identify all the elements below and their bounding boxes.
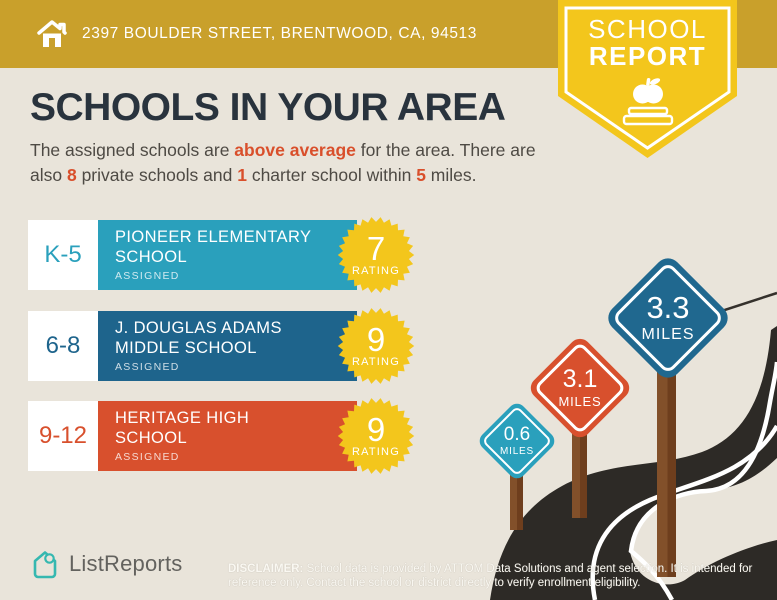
school-bar: J. DOUGLAS ADAMS MIDDLE SCHOOL ASSIGNED	[98, 311, 357, 381]
grade-range: K-5	[28, 220, 98, 290]
school-report-badge: SCHOOL REPORT	[558, 0, 737, 160]
intro-seg: miles.	[425, 164, 477, 185]
school-row-elementary: K-5 PIONEER ELEMENTARY SCHOOL ASSIGNED 7 …	[28, 217, 418, 293]
distance-sign-elementary: 0.6 MILES	[475, 399, 559, 483]
intro-seg: charter school within	[246, 164, 417, 185]
sign-post	[572, 420, 587, 518]
home-icon	[37, 20, 67, 47]
sign-unit: MILES	[641, 326, 695, 343]
intro-seg: The assigned schools are	[30, 140, 235, 160]
rating-badge: 7 RATING	[337, 216, 415, 294]
sign-post	[657, 360, 676, 577]
rating-value: 7	[366, 229, 386, 267]
rating-label: RATING	[352, 356, 400, 369]
disclaimer-text: DISCLAIMER: School data is provided by A…	[228, 562, 753, 590]
school-name-line1: J. DOUGLAS ADAMS	[115, 318, 282, 337]
school-name-line1: HERITAGE HIGH	[115, 408, 250, 427]
badge-line1: SCHOOL	[588, 14, 707, 44]
school-name-line2: SCHOOL	[115, 428, 188, 447]
road-center-line	[590, 424, 777, 600]
rating-label: RATING	[352, 265, 400, 278]
school-name-line1: PIONEER ELEMENTARY	[115, 227, 312, 246]
sign-post	[510, 468, 523, 530]
assigned-label: ASSIGNED	[115, 451, 180, 464]
sign-unit: MILES	[558, 394, 602, 409]
rating-value: 9	[366, 320, 386, 358]
rating-value: 9	[366, 410, 386, 448]
rating-badge: 9 RATING	[337, 397, 415, 475]
badge-line2: REPORT	[588, 41, 707, 72]
charter-school-count: 1	[237, 164, 247, 185]
distance-sign-high: 3.3 MILES	[602, 252, 734, 384]
rating-label: RATING	[352, 446, 400, 459]
sign-distance: 3.3	[646, 290, 690, 325]
private-school-count: 8	[66, 164, 77, 185]
school-name-line2: SCHOOL	[115, 247, 188, 266]
school-bar: HERITAGE HIGH SCHOOL ASSIGNED	[98, 401, 357, 471]
school-name-line2: MIDDLE SCHOOL	[115, 338, 257, 357]
intro-highlight: above average	[234, 140, 356, 160]
road-edge-line	[628, 361, 777, 600]
sign-unit: MILES	[499, 446, 534, 457]
rating-badge: 9 RATING	[337, 307, 415, 385]
assigned-label: ASSIGNED	[115, 361, 180, 374]
listreports-house-icon	[33, 551, 57, 579]
school-row-middle: 6-8 J. DOUGLAS ADAMS MIDDLE SCHOOL ASSIGN…	[28, 308, 418, 384]
page-title: SCHOOLS IN YOUR AREA	[30, 86, 506, 129]
property-address: 2397 BOULDER STREET, BRENTWOOD, CA, 9451…	[82, 25, 477, 42]
school-row-high: 9-12 HERITAGE HIGH SCHOOL ASSIGNED 9 RATI…	[28, 398, 418, 474]
radius-miles: 5	[416, 164, 426, 185]
grade-range: 6-8	[28, 311, 98, 381]
intro-seg: for the area. There are also	[30, 140, 536, 185]
listreports-logo: ListReports	[30, 548, 182, 580]
disclaimer-label: DISCLAIMER:	[228, 562, 304, 575]
apple-on-book-icon	[622, 77, 673, 125]
school-bar: PIONEER ELEMENTARY SCHOOL ASSIGNED	[98, 220, 357, 290]
assigned-label: ASSIGNED	[115, 270, 180, 283]
brand-name: ListReports	[69, 551, 183, 576]
intro-seg: private schools and	[76, 164, 238, 185]
intro-text: The assigned schools are above average f…	[30, 138, 538, 187]
sign-distance: 0.6	[503, 424, 531, 445]
grade-range: 9-12	[28, 401, 98, 471]
distance-sign-middle: 3.1 MILES	[526, 334, 634, 442]
sign-distance: 3.1	[562, 365, 598, 393]
